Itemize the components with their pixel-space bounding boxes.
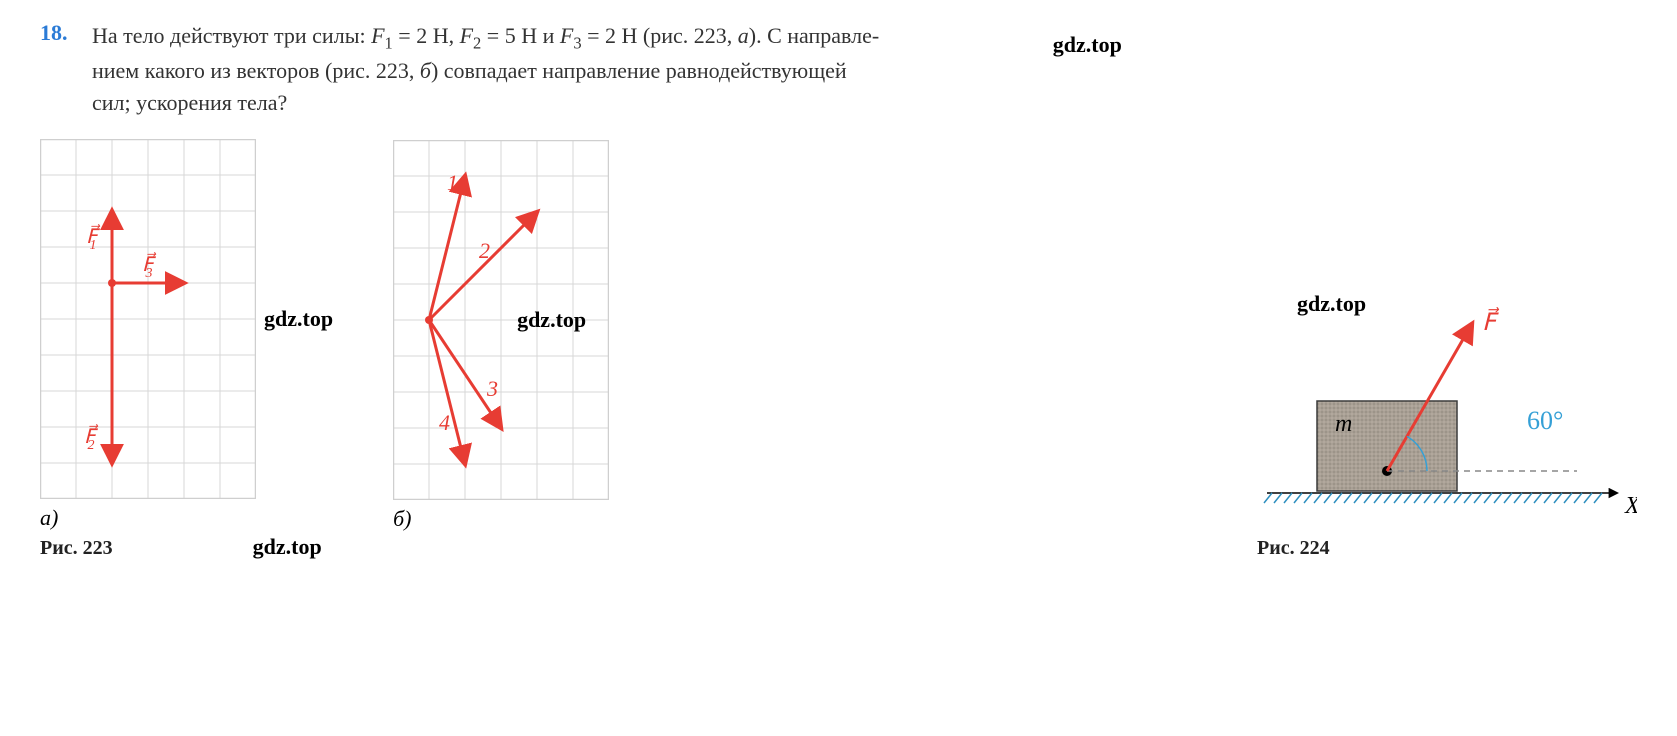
figure-a: F⃗1F⃗3F⃗2 gdz.top а) Рис. 223 gdz.top: [40, 139, 333, 560]
svg-text:2: 2: [479, 238, 490, 263]
figure-a-svg: F⃗1F⃗3F⃗2: [40, 139, 256, 499]
figure-c: gdz.top Xm F⃗ 60° Рис. 224: [1257, 271, 1637, 560]
problem-number: 18.: [40, 20, 80, 46]
problem-text: На тело действуют три силы: F1 = 2 Н, F2…: [92, 20, 879, 119]
figure-a-caption: Рис. 223: [40, 537, 113, 560]
figure-c-caption: Рис. 224: [1257, 537, 1330, 560]
figure-b: 1 2 3 4 gdz.top б): [393, 140, 686, 560]
svg-text:3: 3: [486, 376, 498, 401]
svg-text:m: m: [1335, 411, 1352, 437]
watermark-b: gdz.top: [517, 307, 586, 333]
svg-text:X: X: [1624, 493, 1637, 519]
svg-text:4: 4: [439, 410, 450, 435]
figure-b-letter: б): [393, 506, 411, 532]
svg-text:gdz.top: gdz.top: [1297, 291, 1366, 316]
watermark-bottom: gdz.top: [253, 534, 322, 560]
watermark-top: gdz.top: [1053, 32, 1122, 57]
figure-c-svg: gdz.top Xm F⃗ 60°: [1257, 271, 1637, 531]
svg-text:60°: 60°: [1527, 406, 1563, 435]
watermark-a: gdz.top: [264, 306, 333, 332]
svg-text:1: 1: [447, 170, 458, 195]
svg-text:F⃗: F⃗: [1482, 306, 1500, 335]
figure-a-letter: а): [40, 505, 58, 531]
